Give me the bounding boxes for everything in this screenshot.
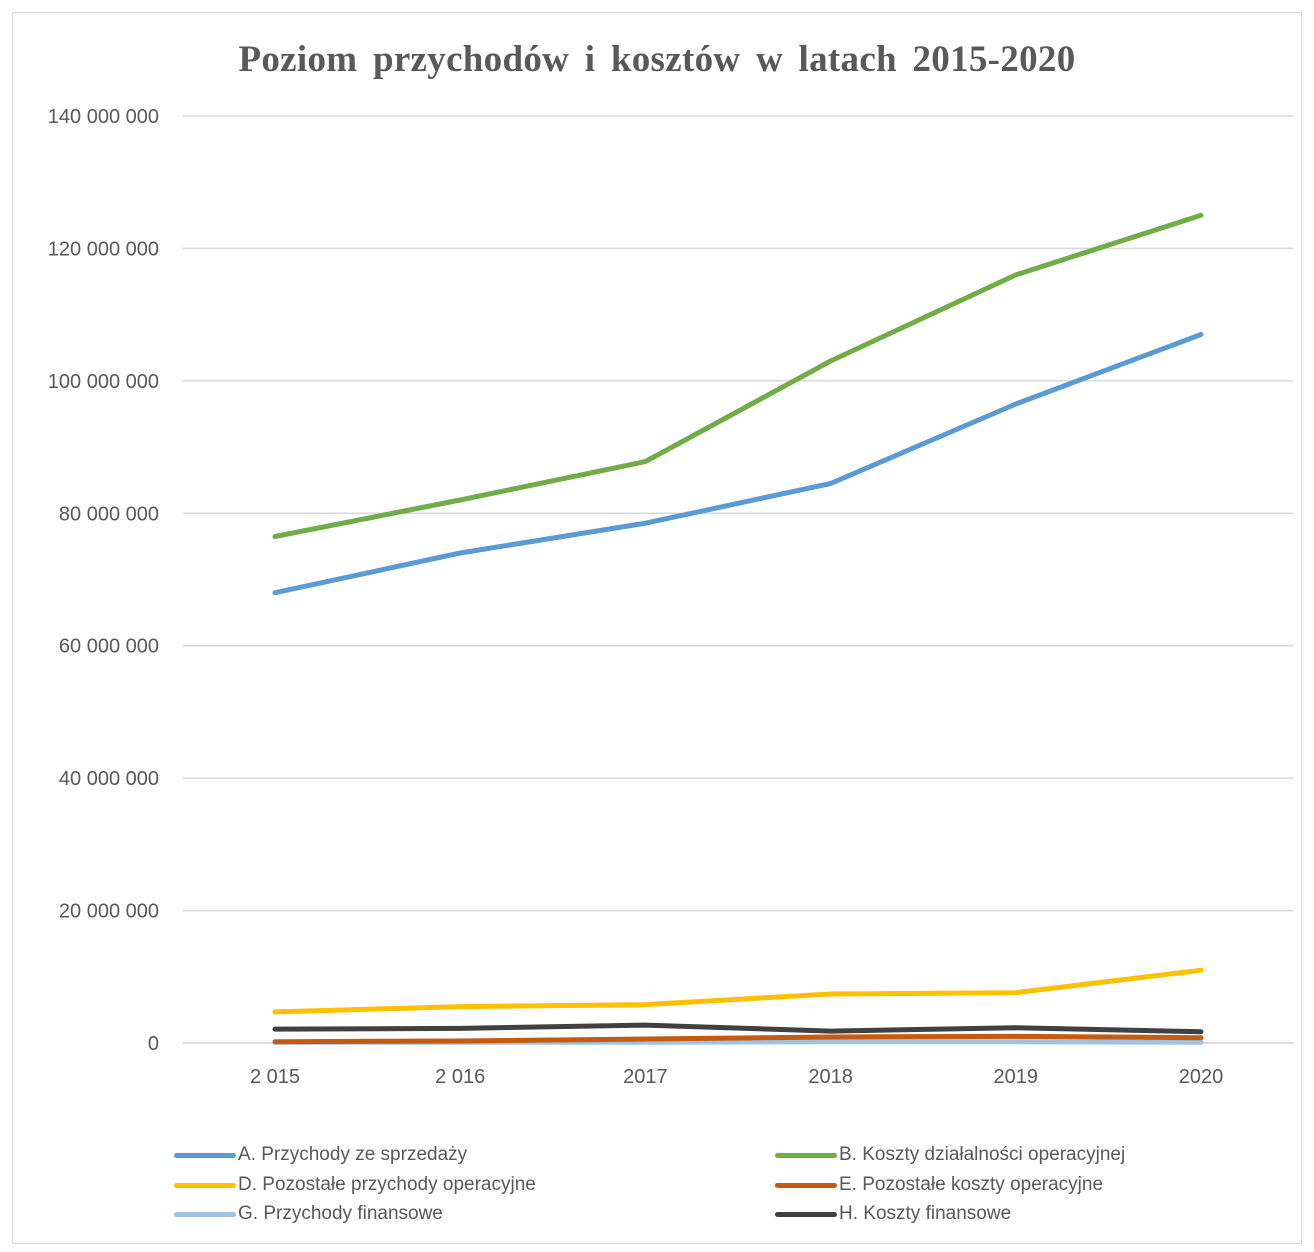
y-tick-label: 100 000 000 bbox=[48, 371, 159, 393]
legend-item: E. Pozostałe koszty operacyjne bbox=[775, 1171, 1103, 1199]
legend-item: H. Koszty finansowe bbox=[775, 1200, 1011, 1228]
y-tick-label: 140 000 000 bbox=[48, 106, 159, 128]
y-tick-label: 40 000 000 bbox=[59, 768, 159, 790]
legend: A. Przychody ze sprzedaży B. Koszty dział… bbox=[0, 1138, 1314, 1238]
legend-label: E. Pozostałe koszty operacyjne bbox=[839, 1174, 1104, 1195]
legend-swatch bbox=[174, 1211, 236, 1217]
legend-item: G. Przychody finansowe bbox=[174, 1200, 443, 1228]
x-tick-label: 2 015 bbox=[250, 1066, 300, 1088]
chart-title: Poziom przychodów i kosztów w latach 201… bbox=[238, 39, 1076, 80]
legend-item: A. Przychody ze sprzedaży bbox=[174, 1141, 467, 1169]
legend-label: G. Przychody finansowe bbox=[238, 1203, 443, 1224]
y-tick-label: 0 bbox=[148, 1033, 159, 1055]
legend-swatch bbox=[174, 1182, 236, 1188]
series-line-f bbox=[272, 1022, 1204, 1035]
series-line-c bbox=[272, 967, 1204, 1015]
y-tick-label: 60 000 000 bbox=[59, 636, 159, 658]
x-tick-label: 2020 bbox=[1179, 1066, 1224, 1088]
legend-label: A. Przychody ze sprzedaży bbox=[238, 1144, 468, 1165]
gridlines bbox=[183, 115, 1293, 1044]
series-line-b bbox=[272, 212, 1204, 539]
series-line-a bbox=[272, 332, 1204, 596]
legend-swatch bbox=[775, 1211, 837, 1217]
x-axis-tick-labels: 2 015 2 016 2017 2018 2019 2020 bbox=[250, 1066, 1223, 1088]
legend-swatch bbox=[174, 1152, 236, 1158]
y-tick-label: 120 000 000 bbox=[48, 238, 159, 260]
legend-item: D. Pozostałe przychody operacyjne bbox=[174, 1171, 536, 1199]
series-line-d bbox=[272, 1033, 1204, 1045]
y-axis-tick-labels: 0 20 000 000 40 000 000 60 000 000 80 000 00… bbox=[48, 106, 159, 1055]
legend-swatch bbox=[775, 1152, 837, 1158]
x-tick-label: 2 016 bbox=[435, 1066, 485, 1088]
x-tick-label: 2019 bbox=[994, 1066, 1039, 1088]
x-tick-label: 2018 bbox=[808, 1066, 853, 1088]
legend-item: B. Koszty działalności operacyjnej bbox=[775, 1141, 1125, 1169]
legend-label: H. Koszty finansowe bbox=[839, 1203, 1012, 1224]
series-lines bbox=[272, 212, 1204, 1045]
legend-label: B. Koszty działalności operacyjnej bbox=[839, 1144, 1126, 1165]
legend-label: D. Pozostałe przychody operacyjne bbox=[238, 1174, 536, 1195]
x-tick-label: 2017 bbox=[623, 1066, 668, 1088]
y-tick-label: 20 000 000 bbox=[59, 901, 159, 923]
y-tick-label: 80 000 000 bbox=[59, 503, 159, 525]
legend-swatch bbox=[775, 1182, 837, 1188]
